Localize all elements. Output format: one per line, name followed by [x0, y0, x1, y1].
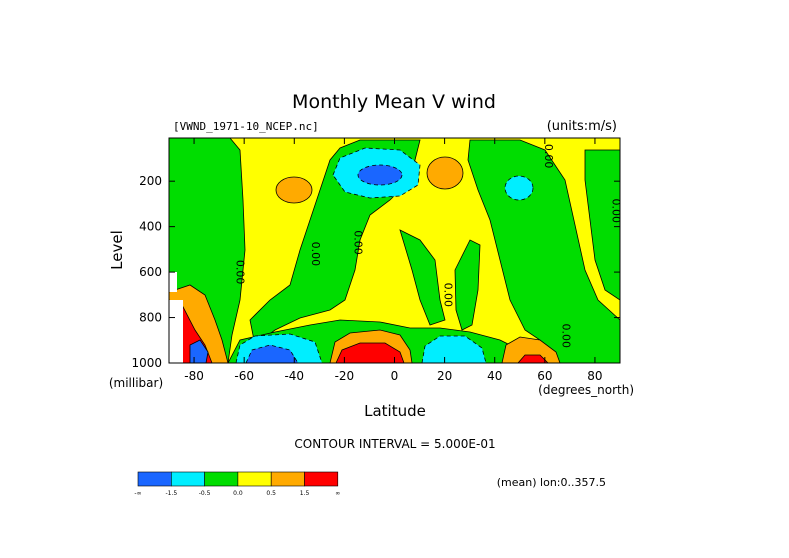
x-axis-label: Latitude — [364, 402, 426, 420]
missing-data-patch-2 — [169, 272, 177, 292]
legend-label: 1.5 — [300, 490, 310, 497]
y-tick-label: 200 — [139, 174, 162, 188]
legend-swatch — [171, 471, 205, 487]
contour-label: 0.00 — [609, 198, 622, 223]
contour-label: 0.00 — [234, 260, 247, 285]
contour-labels: 0.00 0.00 0.00 0.00 0.00 0.00 0.00 — [234, 144, 623, 348]
y-axis-unit: (millibar) — [109, 376, 163, 390]
x-tick-label: 0 — [391, 369, 399, 383]
contour-label: 0.00 — [542, 144, 555, 169]
x-tick-label: 60 — [537, 369, 552, 383]
color-legend: -∞ -1.5 -0.5 0.0 0.5 1.5 ∞ — [134, 471, 340, 497]
region-negative-northmid-surface — [421, 335, 487, 363]
region-negative-north-upper — [504, 175, 534, 201]
region-moderate-positive-upper-1 — [275, 176, 313, 204]
y-axis: 200 400 600 800 1000 — [131, 174, 620, 370]
legend-swatch — [237, 471, 272, 487]
legend-label: 0.0 — [233, 490, 243, 497]
missing-data-patch — [169, 300, 183, 363]
legend-swatch — [137, 471, 172, 487]
contour-field — [169, 138, 620, 363]
chart-title: Monthly Mean V wind — [292, 91, 496, 113]
legend-swatch — [270, 471, 305, 487]
x-tick-label: 20 — [437, 369, 452, 383]
region-near-zero-arctic — [584, 149, 620, 301]
x-tick-label: -20 — [335, 369, 355, 383]
units-label: (units:m/s) — [547, 119, 617, 134]
y-tick-label: 800 — [139, 311, 162, 325]
legend-label: ∞ — [335, 490, 340, 497]
region-moderate-positive-north-surface — [501, 336, 561, 363]
contour-label: 0.00 — [309, 242, 322, 267]
region-near-zero-tropic-band — [399, 229, 446, 326]
region-strong-negative-upper — [357, 164, 403, 186]
region-strong-positive-north — [517, 354, 549, 363]
x-tick-label: -80 — [184, 369, 204, 383]
y-tick-label: 1000 — [131, 356, 162, 370]
y-tick-label: 600 — [139, 265, 162, 279]
region-near-zero-tropic-north — [454, 239, 481, 331]
contour-label: 0.00 — [559, 323, 572, 348]
legend-label: -0.5 — [199, 490, 211, 497]
legend-swatch — [304, 471, 339, 487]
legend-label: -∞ — [134, 490, 141, 497]
legend-label: -1.5 — [165, 490, 177, 497]
legend-label: 0.5 — [266, 490, 276, 497]
mean-note: (mean) lon:0..357.5 — [497, 476, 606, 489]
y-tick-label: 400 — [139, 220, 162, 234]
contour-label: 0.00 — [351, 230, 364, 255]
x-tick-label: 40 — [487, 369, 502, 383]
legend-swatch — [204, 471, 239, 487]
region-strong-negative-surface — [245, 344, 299, 363]
x-tick-label: -60 — [234, 369, 254, 383]
y-axis-label: Level — [108, 230, 126, 270]
contour-interval-text: CONTOUR INTERVAL = 5.000E-01 — [294, 437, 495, 451]
dataset-label: [VWND_1971-10_NCEP.nc] — [173, 120, 319, 133]
x-tick-label: 80 — [587, 369, 602, 383]
region-strong-positive-tropic — [335, 342, 405, 363]
contour-label: 0.00 — [442, 283, 455, 308]
region-moderate-positive-upper-2 — [426, 156, 464, 190]
x-axis-unit: (degrees_north) — [538, 383, 634, 397]
x-tick-label: -40 — [284, 369, 304, 383]
region-near-zero-northhem — [467, 139, 620, 363]
x-axis: -80 -60 -40 -20 0 20 40 60 80 — [184, 138, 603, 383]
